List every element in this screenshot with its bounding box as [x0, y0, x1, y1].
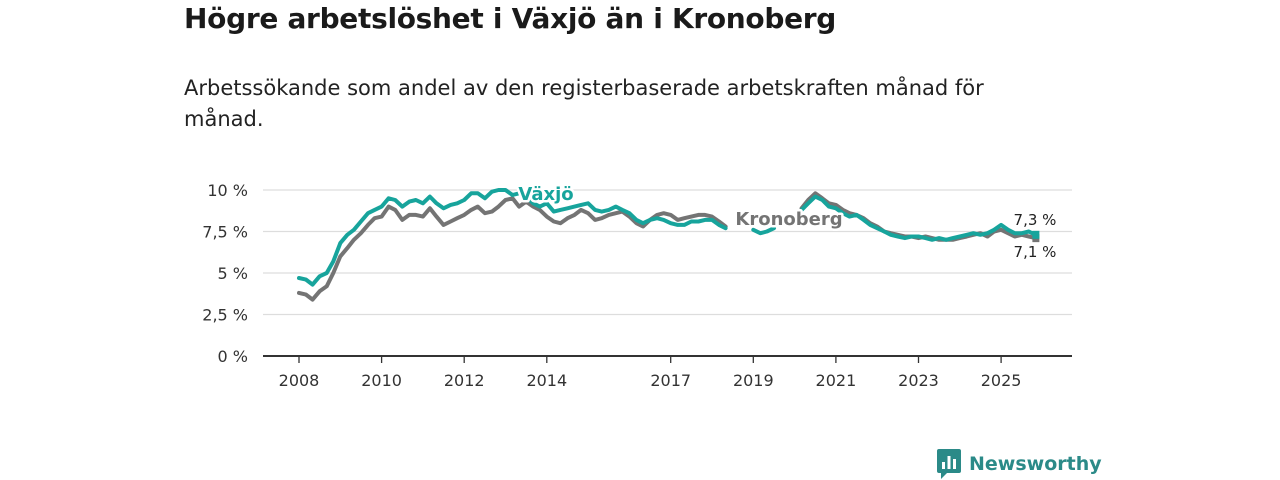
x-tick-label: 2012 — [444, 371, 485, 390]
y-tick-label: 5 % — [218, 264, 248, 283]
y-tick-label: 10 % — [207, 181, 248, 200]
series-line-vaxjo-3 — [799, 194, 1038, 242]
series-labels: Växjö Kronoberg 7,3 % 7,1 % — [516, 182, 1059, 264]
series-lines — [297, 188, 1040, 302]
x-tick-label: 2021 — [816, 371, 857, 390]
end-value-label-vaxjo: 7,3 % — [1014, 211, 1057, 229]
newsworthy-logo: Newsworthy — [937, 449, 1102, 479]
series-line-vaxjo-1 — [297, 188, 728, 287]
series-line-kronoberg-1 — [297, 196, 728, 302]
series-label-vaxjo: Växjö — [518, 184, 573, 205]
grid-lines — [263, 189, 1072, 357]
x-tick-label: 2010 — [361, 371, 402, 390]
x-tick-label: 2025 — [981, 371, 1022, 390]
x-tick-label: 2008 — [279, 371, 320, 390]
x-tick-label: 2017 — [650, 371, 691, 390]
y-tick-label: 0 % — [218, 347, 248, 366]
end-value-label-kronoberg: 7,1 % — [1014, 243, 1057, 261]
chart-title: Högre arbetslöshet i Växjö än i Kronober… — [184, 2, 837, 35]
y-axis-ticks: 0 % 2,5 % 5 % 7,5 % 10 % — [202, 181, 248, 366]
brand-name: Newsworthy — [969, 453, 1102, 475]
series-line-vaxjo-2 — [751, 226, 776, 236]
x-tick-label: 2023 — [898, 371, 939, 390]
x-tick-label: 2014 — [526, 371, 567, 390]
series-end-marker-vaxjo — [1032, 230, 1040, 239]
chart-subtitle: Arbetssökande som andel av den registerb… — [184, 76, 984, 131]
series-label-kronoberg: Kronoberg — [735, 209, 842, 230]
y-tick-label: 2,5 % — [202, 306, 248, 325]
y-tick-label: 7,5 % — [202, 223, 248, 242]
x-axis-ticks: 2008 2010 2012 2014 2017 2019 2021 2023 2025 — [279, 356, 1022, 390]
newsworthy-icon — [937, 449, 961, 479]
x-tick-label: 2019 — [733, 371, 774, 390]
